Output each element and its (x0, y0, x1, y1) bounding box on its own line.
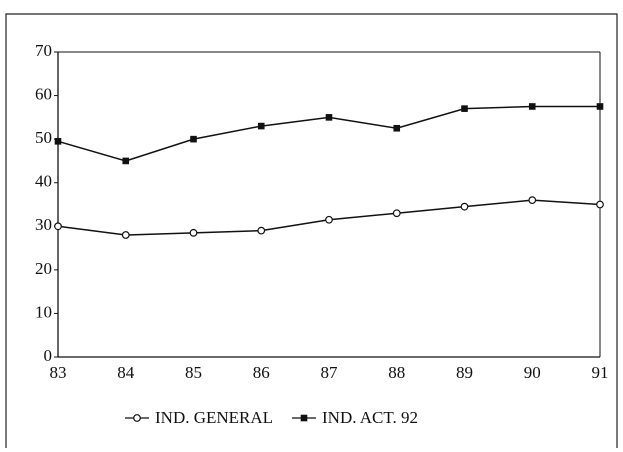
y-tick-label: 40 (35, 172, 52, 191)
legend-marker (133, 414, 141, 422)
point (461, 105, 468, 112)
point (392, 209, 401, 218)
y-tick-label: 50 (35, 128, 52, 147)
point (393, 124, 401, 132)
point (528, 196, 537, 205)
point (460, 202, 469, 211)
point (54, 138, 62, 145)
x-tick-label: 88 (388, 363, 405, 382)
y-tick-label: 60 (35, 84, 52, 103)
point (54, 222, 62, 231)
point (325, 215, 333, 224)
point (528, 103, 536, 110)
y-tick-label: 10 (35, 302, 52, 321)
y-tick-label: 0 (44, 346, 53, 365)
x-tick-label: 83 (50, 363, 67, 382)
outer-frame (5, 13, 618, 448)
legend-label: IND. ACT. 92 (322, 408, 418, 427)
point (257, 226, 266, 235)
point (121, 231, 130, 239)
y-tick-label: 70 (35, 41, 52, 60)
point (122, 157, 130, 165)
point (189, 228, 198, 237)
x-tick-label: 90 (524, 363, 541, 382)
point (325, 114, 333, 121)
point (596, 200, 604, 209)
point (596, 103, 604, 110)
x-tick-label: 86 (253, 363, 270, 382)
legend-marker (300, 414, 308, 422)
point (257, 122, 265, 130)
x-tick-label: 84 (117, 363, 135, 382)
legend-label: IND. GENERAL (155, 408, 273, 427)
x-tick-label: 87 (321, 363, 339, 382)
x-tick-label: 89 (456, 363, 473, 382)
x-tick-label: 85 (185, 363, 202, 382)
y-tick-label: 30 (35, 215, 52, 234)
y-tick-label: 20 (35, 259, 52, 278)
point (190, 135, 197, 143)
x-tick-label: 91 (592, 363, 609, 382)
